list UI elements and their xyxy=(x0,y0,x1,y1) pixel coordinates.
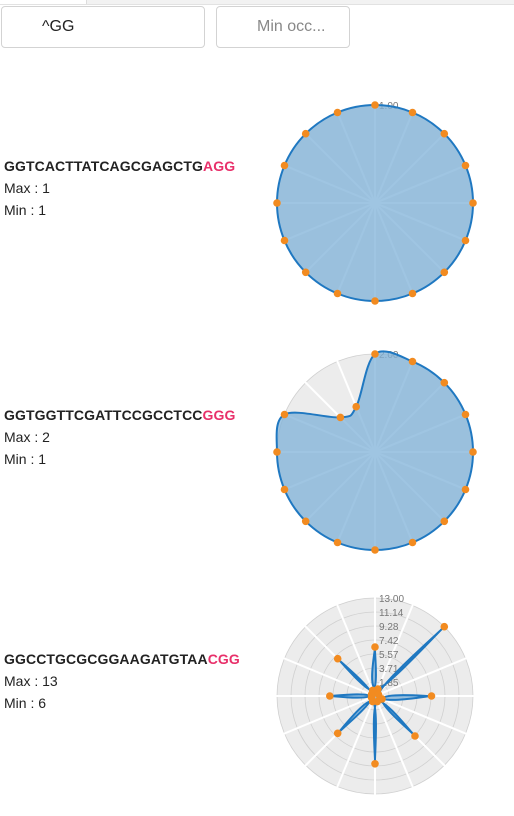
radar-axis xyxy=(333,597,376,697)
radar-data-point xyxy=(301,268,310,277)
radar-data-point xyxy=(273,448,281,456)
radar-data-point xyxy=(427,692,436,700)
radar-level-label: 11.14 xyxy=(379,608,404,619)
radar-data-point xyxy=(333,289,342,298)
max-occurrence: Max : 13 xyxy=(4,673,58,689)
radar-data-point xyxy=(408,357,417,366)
guide-info: GGCCTGCGCGGAAGATGTAACGG Max : 13 Min : 6 xyxy=(4,651,264,711)
pattern-filter-input[interactable] xyxy=(1,6,205,48)
guide-sequence-body: GGCCTGCGCGGAAGATGTAA xyxy=(4,651,208,667)
radar-data-point xyxy=(440,517,449,526)
pam-sequence: CGG xyxy=(207,651,240,667)
guide-entry: GGTCACTTATCAGCGAGCTGAGG Max : 1 Min : 1 … xyxy=(0,83,514,323)
radar-axis xyxy=(276,695,376,738)
radar-data-point xyxy=(273,199,281,207)
radar-data-point xyxy=(440,622,449,631)
radar-data-point xyxy=(280,410,289,419)
radar-data-point xyxy=(461,410,470,419)
radar-data-point xyxy=(368,686,377,695)
radar-data-point xyxy=(371,643,379,651)
radar-axis xyxy=(374,695,474,738)
radar-data-point xyxy=(371,350,379,358)
radar-data-point xyxy=(280,161,289,170)
radar-data-point xyxy=(461,485,470,494)
radar-data-point xyxy=(371,297,379,305)
radar-axis xyxy=(333,695,376,795)
radar-data-point xyxy=(333,538,342,547)
guide-entry: GGCCTGCGCGGAAGATGTAACGG Max : 13 Min : 6… xyxy=(0,576,514,816)
max-occurrence: Max : 1 xyxy=(4,180,50,196)
radar-data-point xyxy=(371,760,379,768)
radar-data-point xyxy=(333,729,342,738)
guide-sequence: GGTGGTTCGATTCCGCCTCCGGG xyxy=(4,407,264,423)
radar-axis xyxy=(374,597,417,697)
top-tab-strip xyxy=(0,0,514,5)
radar-level-label: 13.00 xyxy=(379,594,404,605)
radar-data-point xyxy=(371,546,379,554)
radar-level-label: 3.71 xyxy=(379,664,399,675)
guide-sequence-body: GGTGGTTCGATTCCGCCTCC xyxy=(4,407,203,423)
guide-info: GGTCACTTATCAGCGAGCTGAGG Max : 1 Min : 1 xyxy=(4,158,264,218)
radar-data-point xyxy=(461,236,470,245)
radar-data-point xyxy=(301,517,310,526)
radar-data-point xyxy=(280,485,289,494)
radar-data-point xyxy=(408,538,417,547)
radar-axis xyxy=(374,654,474,697)
radar-data-point xyxy=(333,654,342,663)
pam-sequence: GGG xyxy=(202,407,236,423)
min-occurrence: Min : 6 xyxy=(4,695,47,711)
radar-data-point xyxy=(440,268,449,277)
radar-level-label: 1.85 xyxy=(379,678,399,689)
radar-axis xyxy=(374,695,417,795)
max-occurrence: Max : 2 xyxy=(4,429,50,445)
radar-data-point xyxy=(371,101,379,109)
radar-data-point xyxy=(408,289,417,298)
radar-axis xyxy=(276,654,376,697)
radar-data-point xyxy=(333,108,342,117)
radar-chart: 13.00 11.14 9.28 7.42 5.57 3.71 1.85 xyxy=(269,590,481,802)
radar-data-point xyxy=(301,129,310,138)
radar-data-point xyxy=(411,732,419,740)
radar-chart: 2.00 xyxy=(269,346,481,558)
active-tab[interactable] xyxy=(0,0,87,4)
guide-sequence: GGCCTGCGCGGAAGATGTAACGG xyxy=(4,651,264,667)
guide-sequence-body: GGTCACTTATCAGCGAGCTG xyxy=(4,158,204,174)
radar-data-point xyxy=(326,692,334,700)
radar-data-point xyxy=(440,378,449,387)
radar-data-point xyxy=(336,413,345,422)
radar-data-point xyxy=(408,108,417,117)
radar-data-point xyxy=(352,402,360,411)
radar-chart: 1.00 xyxy=(269,97,481,309)
min-occurrence-input[interactable] xyxy=(216,6,350,48)
min-occurrence: Min : 1 xyxy=(4,202,47,218)
guide-info: GGTGGTTCGATTCCGCCTCCGGG Max : 2 Min : 1 xyxy=(4,407,264,467)
radar-data-point xyxy=(469,448,477,456)
radar-data-point xyxy=(280,236,289,245)
radar-level-label: 5.57 xyxy=(379,650,399,661)
radar-level-label: 9.28 xyxy=(379,622,399,633)
pam-sequence: AGG xyxy=(203,158,236,174)
radar-data-point xyxy=(440,129,449,138)
radar-data-point xyxy=(461,161,470,170)
guide-entry: GGTGGTTCGATTCCGCCTCCGGG Max : 2 Min : 1 … xyxy=(0,332,514,572)
min-occurrence: Min : 1 xyxy=(4,451,47,467)
radar-data-point xyxy=(469,199,477,207)
radar-level-label: 7.42 xyxy=(379,636,399,647)
guide-sequence: GGTCACTTATCAGCGAGCTGAGG xyxy=(4,158,264,174)
